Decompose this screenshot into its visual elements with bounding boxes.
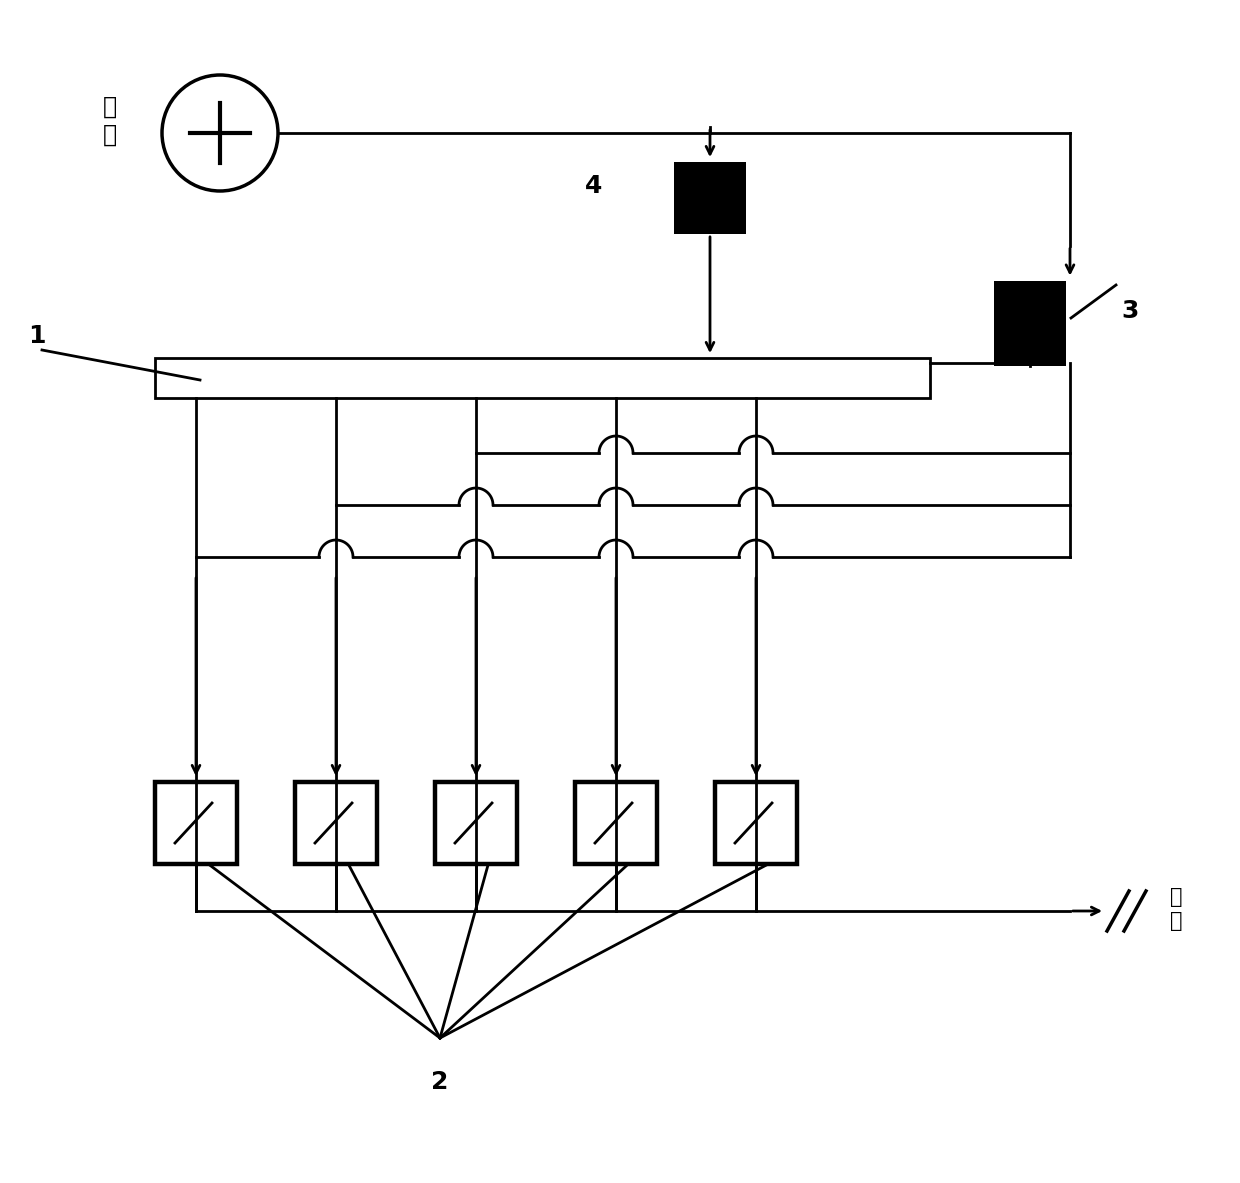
Text: 2: 2 <box>432 1069 449 1094</box>
Bar <box>575 782 657 864</box>
Text: 正
级: 正 级 <box>103 95 117 147</box>
Text: 4: 4 <box>585 174 603 198</box>
Text: 1: 1 <box>29 324 46 348</box>
Text: 地
线: 地 线 <box>1171 887 1183 931</box>
Bar <box>295 782 377 864</box>
Bar <box>994 280 1066 366</box>
Bar <box>155 358 930 397</box>
Bar <box>715 782 797 864</box>
Bar <box>675 162 746 234</box>
Bar <box>155 782 237 864</box>
Bar <box>435 782 517 864</box>
Text: 3: 3 <box>1121 299 1138 323</box>
